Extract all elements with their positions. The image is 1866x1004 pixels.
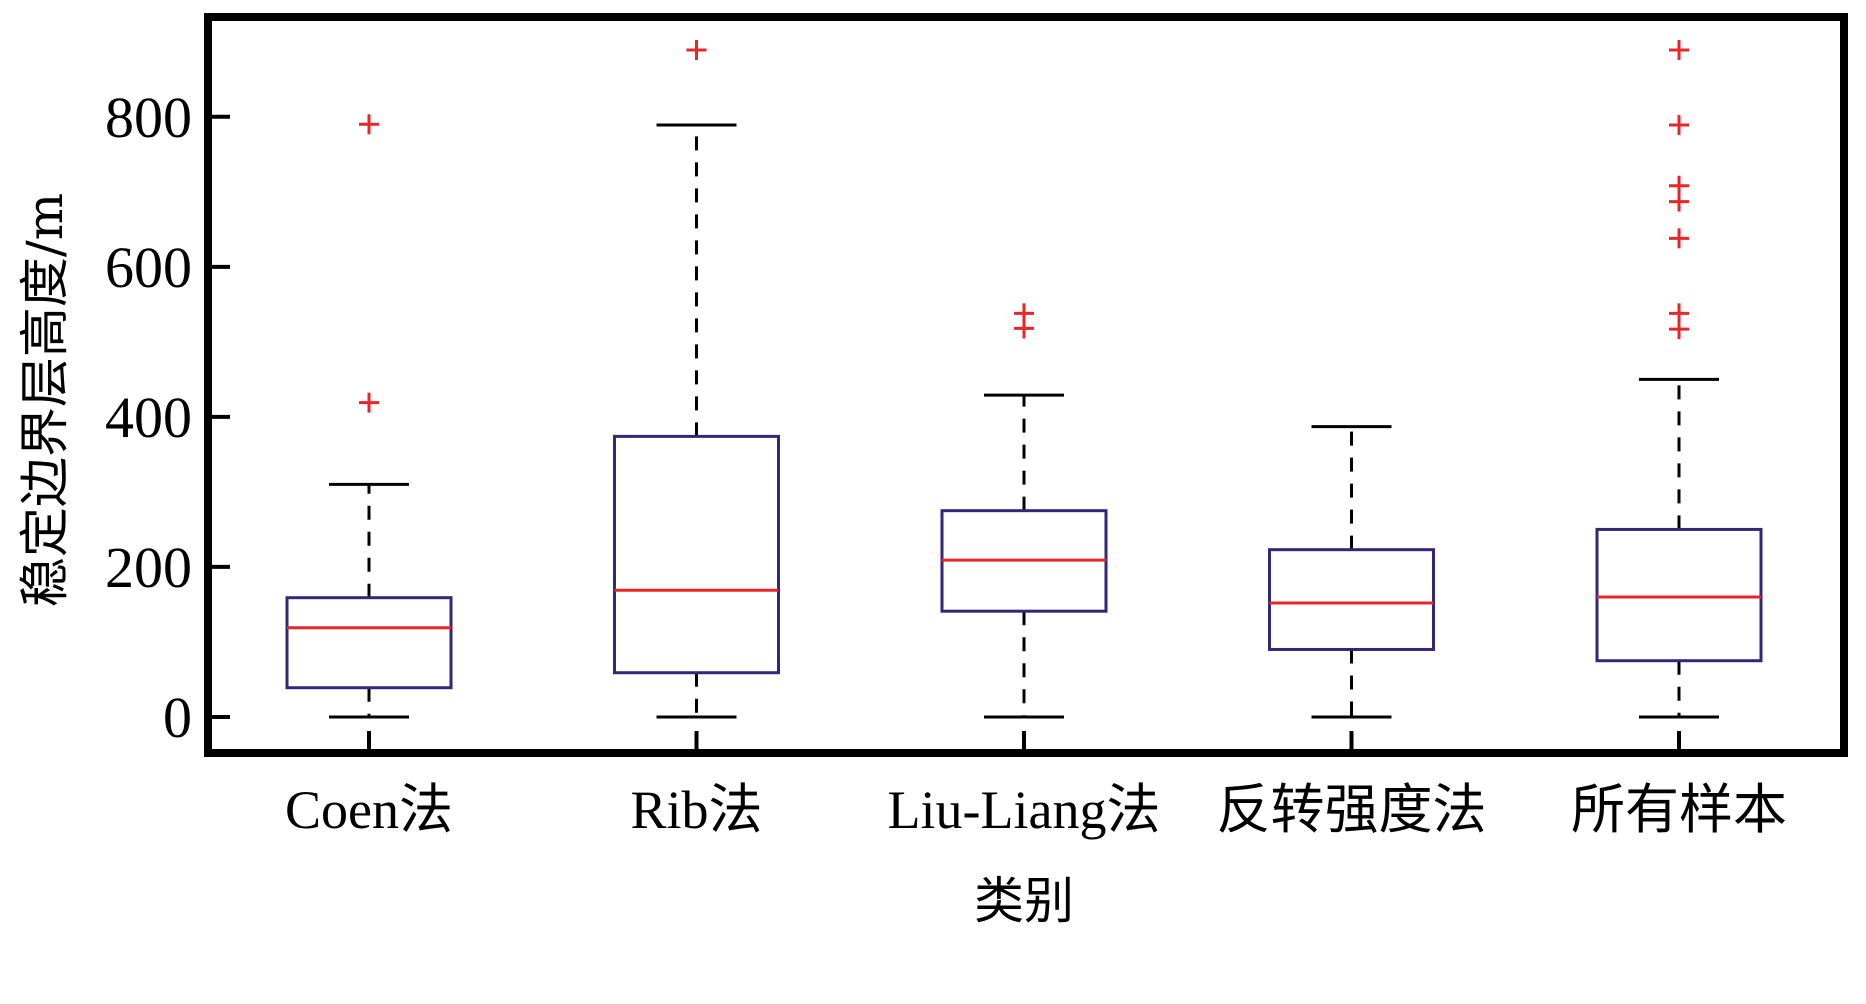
y-tick-label: 800 [105, 85, 192, 150]
outlier-marker [359, 114, 379, 135]
x-tick-label: Rib法 [630, 780, 762, 840]
x-axis-title: 类别 [974, 872, 1074, 930]
x-tick-label: Liu-Liang法 [888, 780, 1161, 840]
outlier-marker [1669, 303, 1689, 324]
outlier-marker [686, 40, 707, 61]
x-tick-label: 所有样本 [1571, 780, 1787, 840]
iqr-box [1268, 548, 1435, 651]
box-group-1 [613, 40, 780, 719]
iqr-box [613, 434, 780, 675]
outlier-marker [1669, 115, 1689, 136]
y-tick-label: 400 [105, 385, 192, 450]
y-tick-label: 200 [105, 535, 192, 600]
box-group-4 [1595, 40, 1763, 719]
outlier-marker [359, 392, 379, 413]
box-group-0 [285, 114, 453, 719]
iqr-box [285, 596, 453, 690]
outlier-marker [1669, 40, 1689, 61]
x-tick-label: 反转强度法 [1217, 780, 1487, 840]
outlier-marker [1014, 303, 1034, 324]
x-tick-label: Coen法 [285, 780, 453, 840]
y-axis: 0 200 400 600 800 [105, 85, 230, 750]
y-axis-title: 稳定边界层高度/m [16, 193, 74, 607]
outlier-marker [1669, 175, 1689, 196]
iqr-box [1595, 527, 1763, 663]
x-axis: Coen法 Rib法 Liu-Liang法 反转强度法 所有样本 [285, 731, 1787, 840]
y-tick-label: 0 [163, 685, 192, 750]
box-group-3 [1268, 425, 1435, 719]
plot-marks [285, 40, 1763, 719]
box-group-2 [940, 303, 1108, 719]
y-tick-label: 600 [105, 235, 192, 300]
outlier-marker [1669, 228, 1689, 249]
